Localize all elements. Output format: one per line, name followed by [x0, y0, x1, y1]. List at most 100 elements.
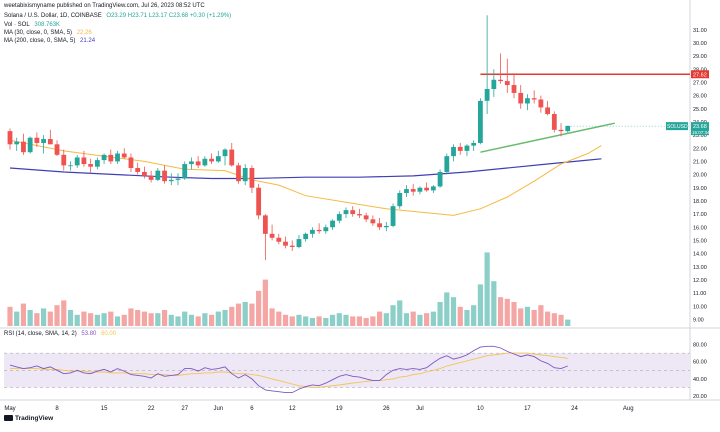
volume-bar	[309, 318, 315, 326]
volume-bar	[518, 308, 524, 326]
candle-body	[47, 139, 53, 145]
candle-body	[249, 168, 255, 188]
volume-legend[interactable]: Vol · SOL 308.763K	[4, 21, 63, 29]
volume-bar	[289, 316, 295, 326]
volume-bar	[551, 313, 557, 326]
candle-body	[148, 175, 154, 180]
candle-body	[135, 168, 141, 172]
candle-body	[155, 170, 161, 180]
ma200-line	[9, 158, 602, 180]
volume-bar	[27, 310, 33, 326]
candle-body	[491, 79, 497, 89]
rsi-tick-label: 60.00	[693, 360, 707, 366]
candle-body	[404, 189, 409, 194]
volume-bar	[182, 311, 188, 326]
volume-bar	[47, 311, 53, 326]
candle-body	[296, 239, 302, 247]
volume-bar	[242, 302, 248, 326]
publish-text: weetabixismyname published on TradingVie…	[4, 3, 205, 9]
price-tick-label: 18.00	[693, 199, 707, 205]
candle-body	[209, 158, 214, 162]
candle-body	[350, 210, 356, 215]
candle-body	[471, 142, 477, 146]
price-tick-label: 15.00	[693, 238, 707, 244]
volume-bar	[491, 281, 497, 326]
volume-bar	[437, 302, 443, 326]
candle-body	[283, 241, 288, 246]
volume-bar	[114, 316, 121, 326]
price-tick-label: 28.00	[693, 67, 707, 73]
volume-bar	[209, 314, 215, 326]
candle-body	[538, 99, 544, 108]
ma30-value: 22.26	[76, 30, 92, 36]
price-tick-label: 23.00	[693, 133, 707, 139]
candle-body	[61, 154, 67, 166]
volume-bar	[363, 318, 369, 326]
volume-bar	[20, 303, 27, 326]
rsi-legend[interactable]: RSI (14, close, SMA, 14, 2) 53.80 60.00	[4, 330, 119, 338]
candle-body	[518, 92, 524, 104]
price-tag	[691, 122, 709, 136]
volume-bar	[504, 298, 510, 326]
candle-body	[175, 178, 181, 180]
volume-bar	[350, 316, 356, 326]
ma30-line	[9, 139, 602, 216]
candle-body	[14, 141, 20, 145]
price-tag-label: 23.68	[693, 124, 707, 130]
trendline	[480, 122, 615, 153]
tradingview-logo[interactable]: TradingView	[4, 415, 53, 422]
candle-body	[457, 146, 463, 151]
rsi-label: RSI (14, close, SMA, 14, 2)	[4, 331, 77, 337]
candle-body	[437, 171, 443, 187]
candle-body	[558, 129, 564, 132]
candle-body	[189, 161, 194, 165]
ma200-legend[interactable]: MA (200, close, 0, SMA, 5) 21.24	[4, 37, 98, 45]
time-tick-label: 15	[101, 406, 108, 412]
candle-body	[430, 186, 436, 191]
candle-body	[545, 107, 550, 115]
price-tick-label: 27.00	[693, 80, 707, 86]
ma30-legend[interactable]: MA (30, close, 0, SMA, 5) 22.26	[4, 29, 95, 37]
time-tick-label: 10	[477, 406, 484, 412]
volume-bar	[229, 306, 235, 326]
volume-bar	[54, 305, 60, 326]
volume-bar	[403, 313, 410, 326]
time-tick-label: Jul	[416, 406, 424, 412]
volume-bar	[269, 308, 275, 326]
rsi-value: 53.80	[81, 331, 97, 337]
volume-bar	[135, 310, 141, 326]
volume-bar	[329, 314, 336, 326]
time-tick-label: 24	[571, 406, 578, 412]
candle-body	[357, 214, 362, 216]
candle-body	[101, 154, 107, 161]
ma200-value: 21.24	[80, 38, 96, 44]
ma30-label: MA (30, close, 0, SMA, 5)	[4, 30, 73, 36]
volume-bar	[141, 311, 147, 326]
volume-bar	[565, 319, 571, 326]
volume-bar	[531, 310, 537, 326]
price-tick-label: 9.00	[693, 317, 704, 323]
candle-body	[168, 179, 174, 182]
candle-body	[115, 153, 120, 162]
candle-body	[108, 154, 114, 162]
price-tick-label: 16.00	[693, 225, 707, 231]
candle-body	[565, 125, 571, 132]
candle-body	[363, 215, 369, 220]
candle-body	[229, 149, 235, 166]
candle-body	[202, 158, 208, 166]
volume-label: Vol · SOL	[4, 22, 30, 28]
time-tick-label: 6	[250, 406, 254, 412]
volume-bar	[101, 313, 107, 326]
candle-body	[269, 233, 275, 238]
volume-bar	[155, 313, 161, 326]
candle-body	[444, 156, 450, 172]
candle-body	[236, 165, 241, 182]
candle-body	[222, 149, 228, 157]
volume-bar	[296, 314, 302, 326]
candle-body	[41, 139, 46, 143]
candle-body	[484, 89, 490, 101]
price-tick-label: 31.00	[693, 28, 707, 34]
candle-body	[417, 187, 423, 192]
